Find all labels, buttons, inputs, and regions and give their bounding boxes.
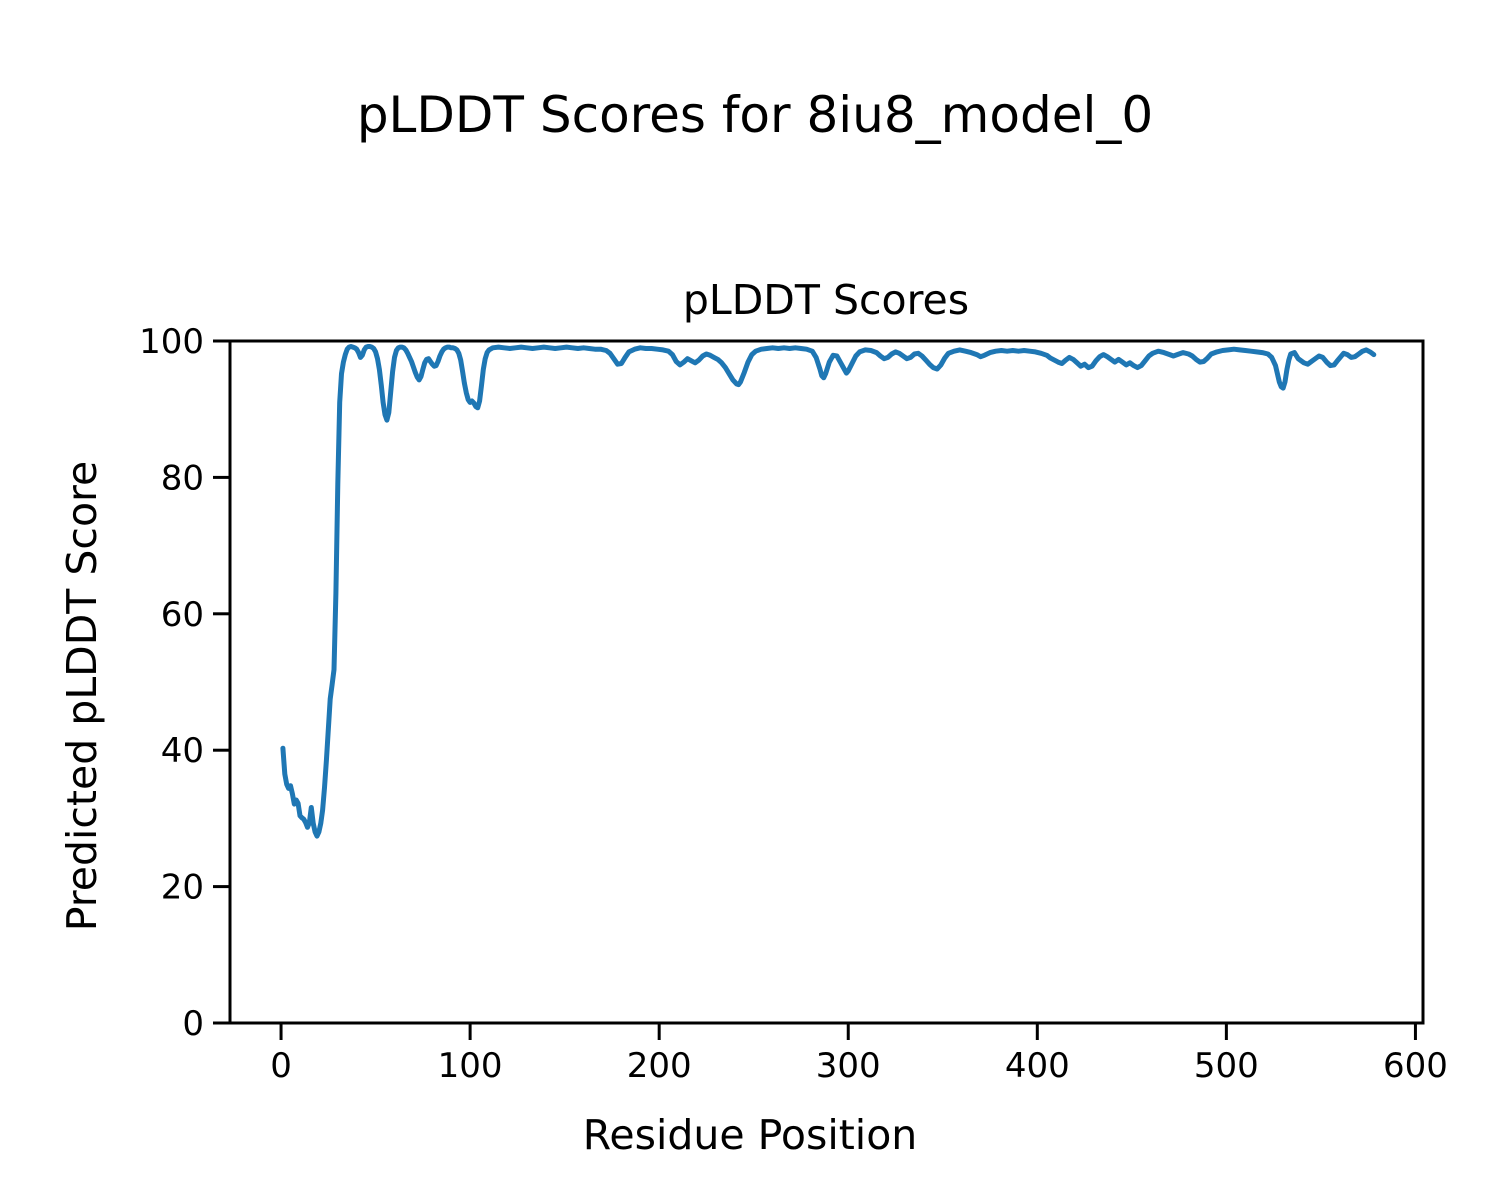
x-tick-label: 600 <box>1383 1046 1448 1086</box>
x-tick-label: 0 <box>270 1046 292 1086</box>
y-tick-label: 100 <box>139 322 204 362</box>
plddt-line <box>280 344 1377 839</box>
y-tick-label: 20 <box>161 868 204 908</box>
y-tick-label: 0 <box>182 1004 204 1044</box>
x-tick-label: 200 <box>627 1046 692 1086</box>
x-axis-label: Residue Position <box>582 1111 918 1159</box>
figure-title: pLDDT Scores for 8iu8_model_0 <box>356 86 1154 144</box>
x-tick-label: 500 <box>1194 1046 1259 1086</box>
y-tick-label: 80 <box>161 458 204 498</box>
y-tick-label: 40 <box>161 731 204 771</box>
x-tick-label: 100 <box>438 1046 503 1086</box>
y-tick-label: 60 <box>161 595 204 635</box>
x-tick-label: 400 <box>1005 1046 1070 1086</box>
axes-spines <box>228 339 1425 1025</box>
x-tick-label: 300 <box>816 1046 881 1086</box>
axes-title: pLDDT Scores <box>682 276 970 324</box>
